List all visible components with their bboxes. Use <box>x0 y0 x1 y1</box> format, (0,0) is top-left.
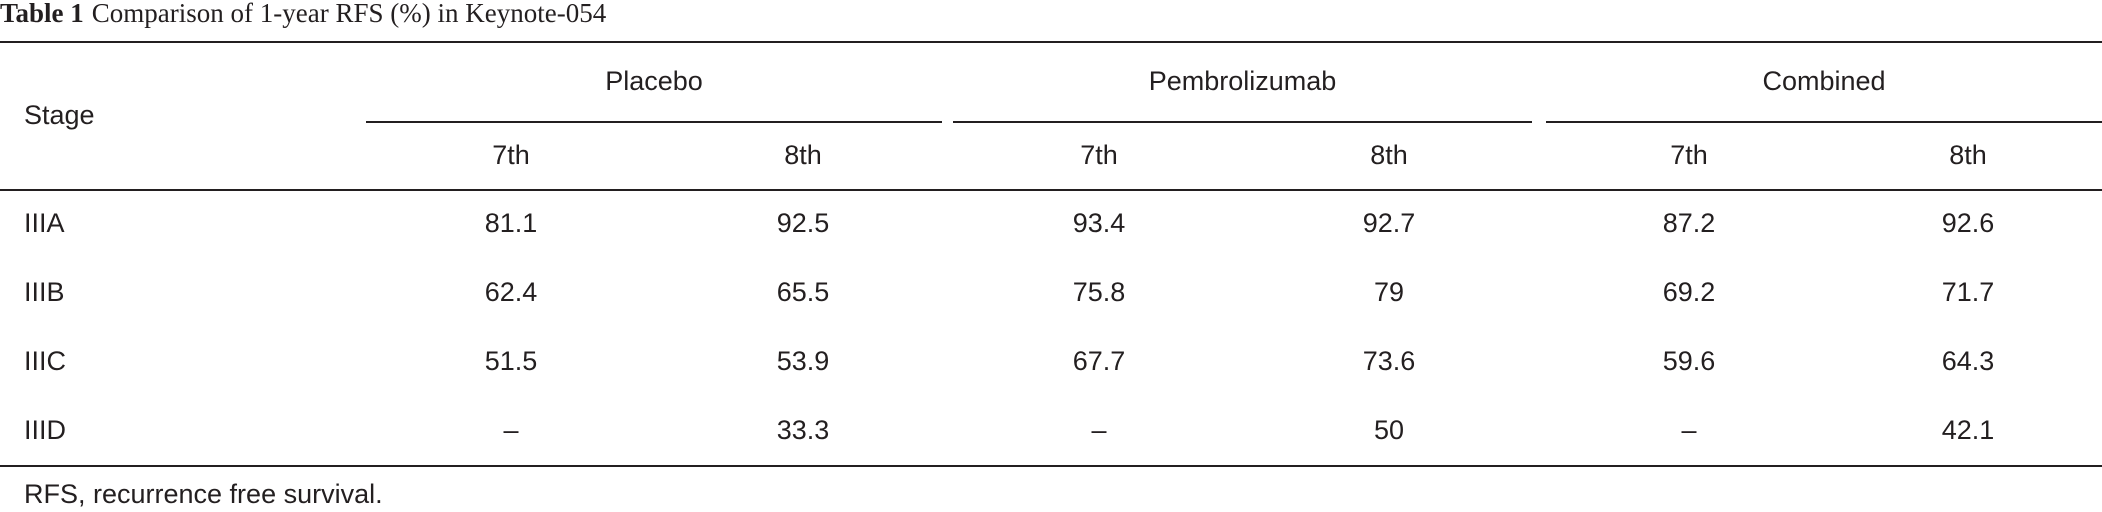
row-label: IIIA <box>24 208 65 238</box>
table-cell: 92.5 <box>777 208 830 238</box>
table-cell: 92.7 <box>1363 208 1416 238</box>
table-cell: 67.7 <box>1073 346 1126 376</box>
row-label: IIIC <box>24 346 66 376</box>
table-cell: 71.7 <box>1942 277 1995 307</box>
table-cell: 81.1 <box>485 208 538 238</box>
column-header: 8th <box>1949 140 1987 170</box>
column-header: 7th <box>492 140 530 170</box>
table-cell: 65.5 <box>777 277 830 307</box>
table-cell: 79 <box>1374 277 1404 307</box>
table-cell: 33.3 <box>777 415 830 445</box>
group-header: Combined <box>1762 66 1885 96</box>
column-header: 7th <box>1670 140 1708 170</box>
row-label: IIID <box>24 415 66 445</box>
table-caption: Comparison of 1-year RFS (%) in Keynote-… <box>92 0 607 28</box>
table-cell: 69.2 <box>1663 277 1716 307</box>
table-cell: 51.5 <box>485 346 538 376</box>
row-label: IIIB <box>24 277 65 307</box>
table-cell: 62.4 <box>485 277 538 307</box>
table-cell: 73.6 <box>1363 346 1416 376</box>
table-cell: 87.2 <box>1663 208 1716 238</box>
column-header: 7th <box>1080 140 1118 170</box>
table-cell: 93.4 <box>1073 208 1126 238</box>
table-title: Table 1 Comparison of 1-year RFS (%) in K… <box>0 0 607 28</box>
table-cell: 59.6 <box>1663 346 1716 376</box>
table-cell: 75.8 <box>1073 277 1126 307</box>
table-cell: – <box>1091 415 1106 445</box>
stub-header: Stage <box>24 100 95 130</box>
table-cell: – <box>503 415 518 445</box>
column-header: 8th <box>784 140 822 170</box>
table-cell: 92.6 <box>1942 208 1995 238</box>
group-header: Pembrolizumab <box>1149 66 1337 96</box>
table-label: Table 1 <box>0 0 84 28</box>
table-cell: – <box>1681 415 1696 445</box>
group-header: Placebo <box>605 66 703 96</box>
table-cell: 64.3 <box>1942 346 1995 376</box>
table-cell: 42.1 <box>1942 415 1995 445</box>
column-header: 8th <box>1370 140 1408 170</box>
footnote: RFS, recurrence free survival. <box>24 479 383 509</box>
table-cell: 53.9 <box>777 346 830 376</box>
table-cell: 50 <box>1374 415 1404 445</box>
